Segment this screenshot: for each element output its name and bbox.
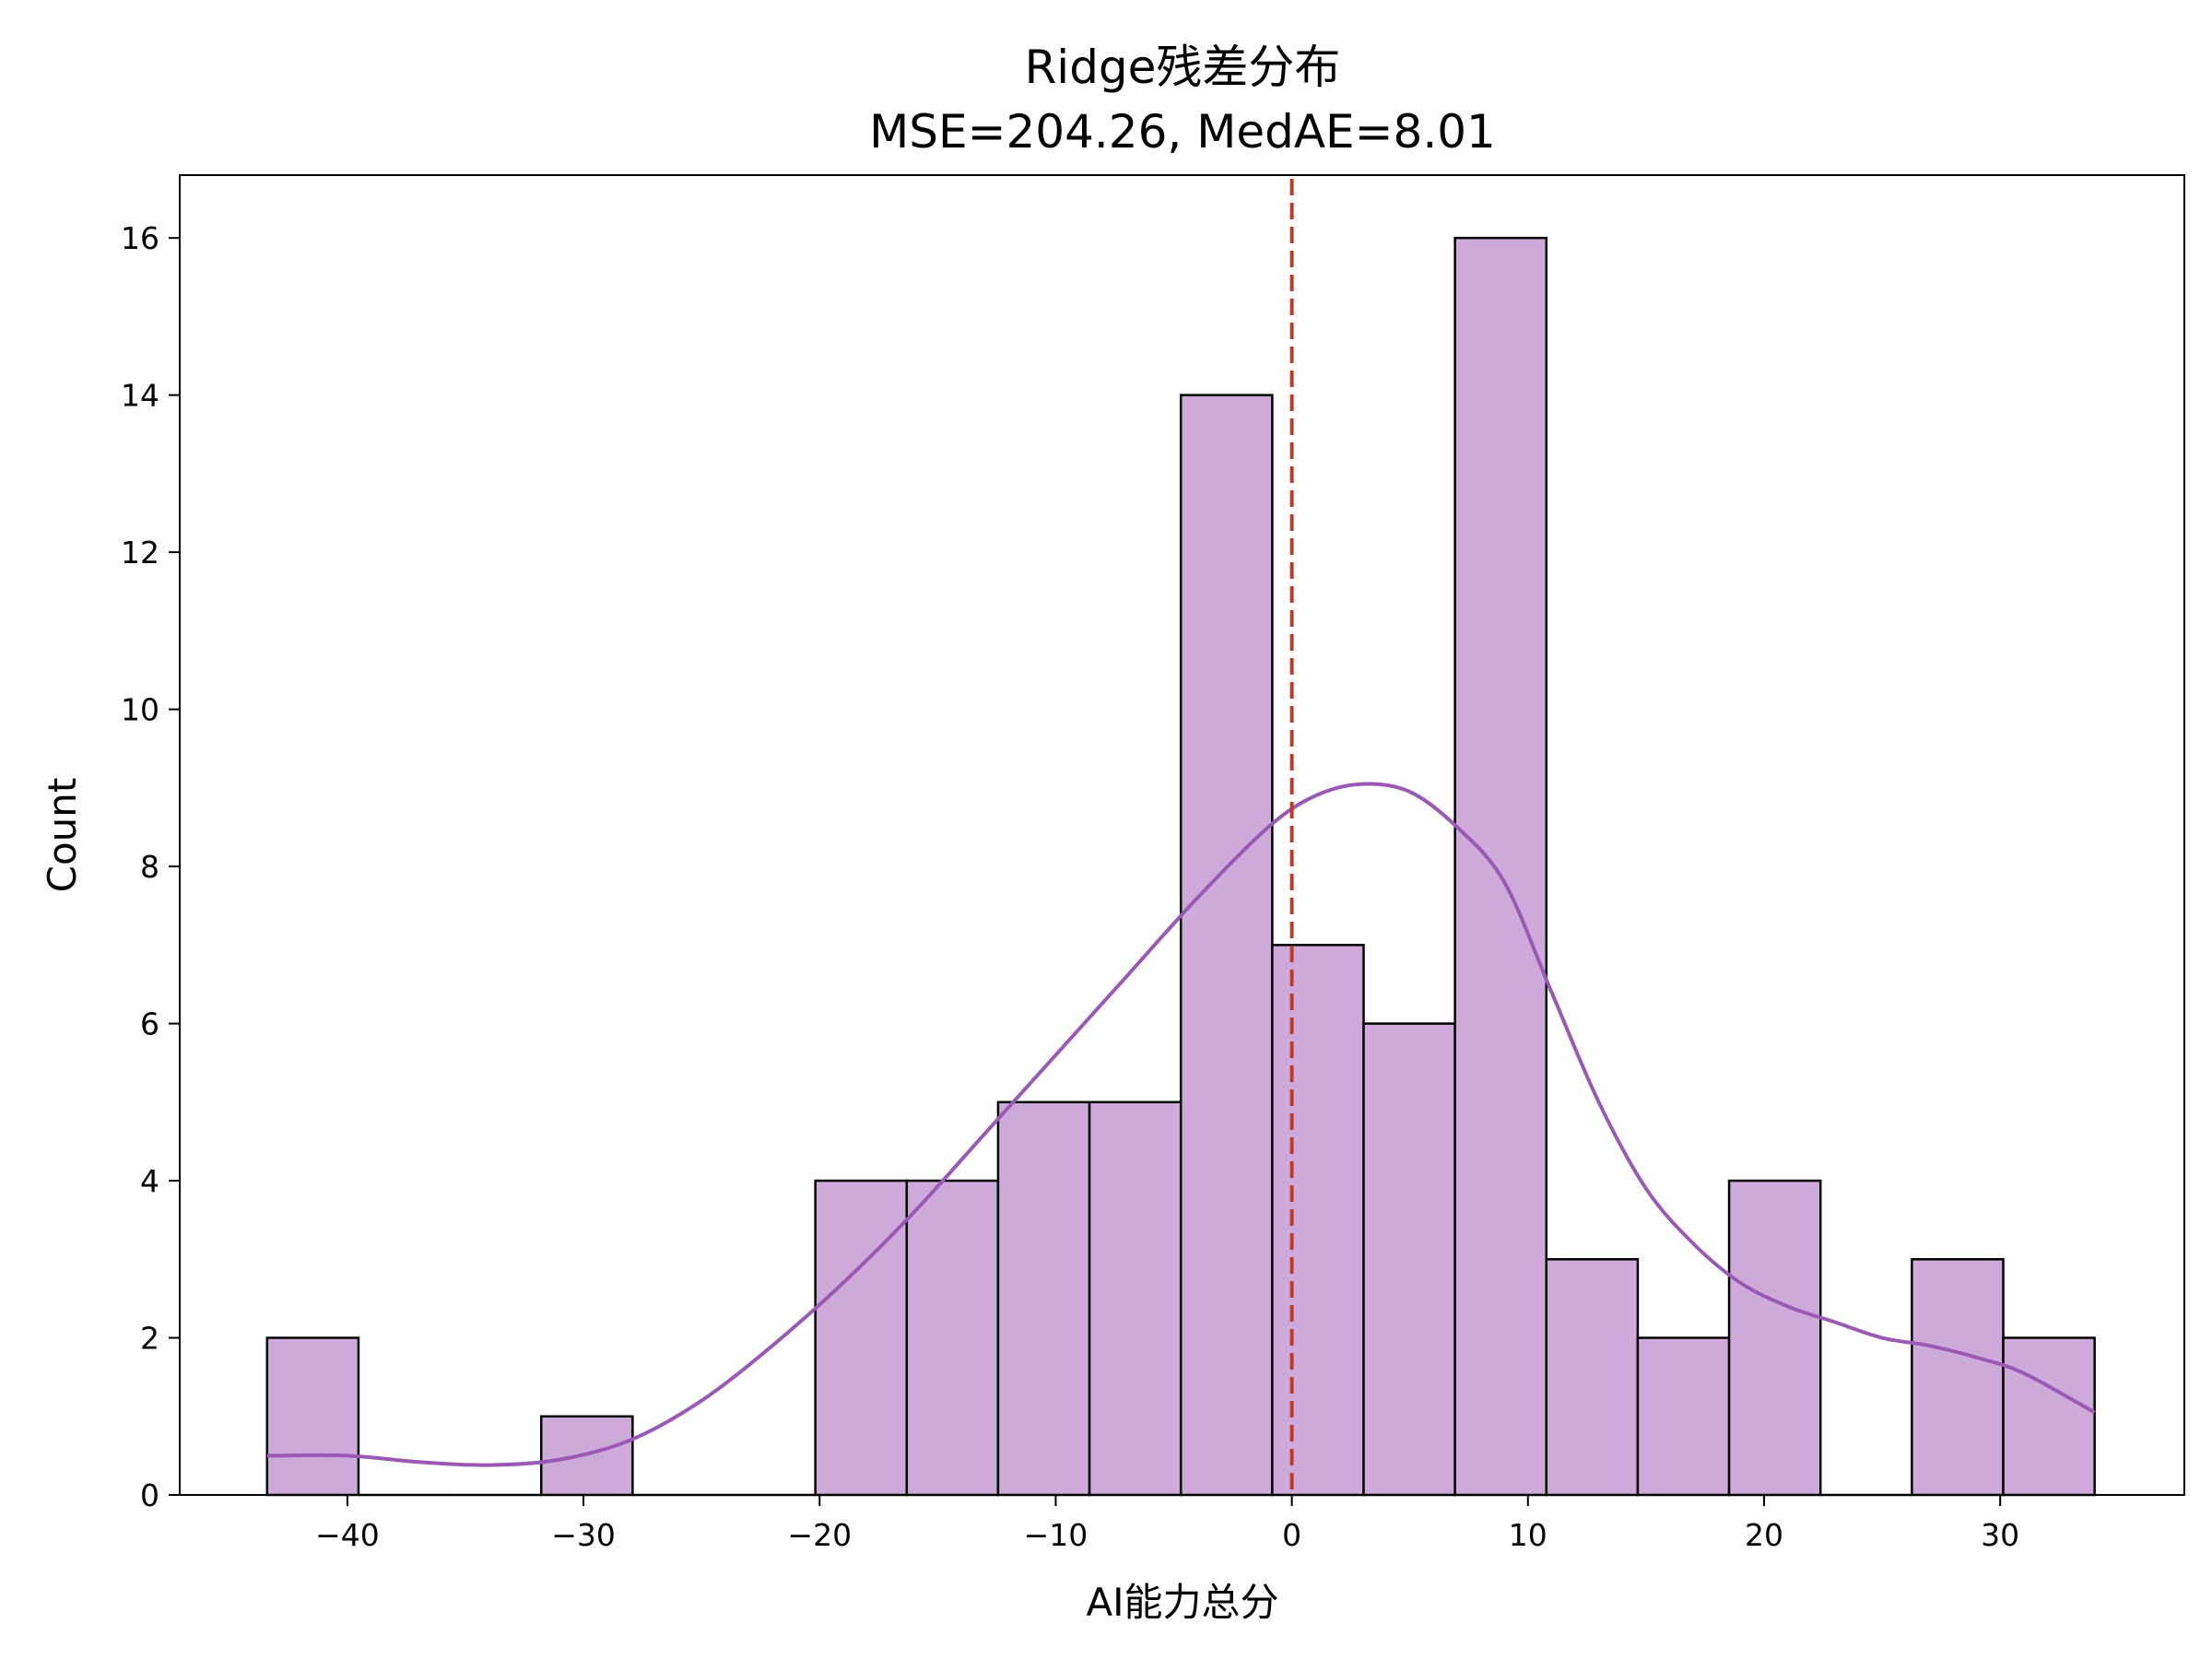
y-tick-label: 0 bbox=[140, 1477, 159, 1513]
histogram-bar bbox=[1636, 1336, 1731, 1497]
histogram-bar bbox=[1271, 944, 1365, 1497]
histogram-bar bbox=[814, 1179, 909, 1497]
histogram-bar bbox=[1545, 1258, 1640, 1497]
y-tick-label: 8 bbox=[140, 849, 159, 885]
histogram-bar bbox=[1727, 1179, 1822, 1497]
y-tick-label: 2 bbox=[140, 1321, 159, 1357]
histogram-bar bbox=[2002, 1336, 2096, 1497]
histogram-bar bbox=[1088, 1100, 1182, 1497]
histogram-bar bbox=[996, 1100, 1091, 1497]
y-tick-label: 12 bbox=[121, 535, 159, 571]
kde-curve bbox=[266, 782, 2096, 1467]
x-tick-label: −20 bbox=[787, 1517, 852, 1553]
y-axis-label: Count bbox=[40, 778, 85, 893]
histogram-bar bbox=[265, 1336, 360, 1497]
x-tick-label: 30 bbox=[1981, 1517, 2019, 1553]
histogram-bar bbox=[905, 1179, 1000, 1497]
y-tick-label: 14 bbox=[121, 378, 159, 414]
histogram-bar bbox=[1179, 394, 1274, 1497]
kde-curve-group bbox=[266, 782, 2096, 1467]
x-tick-label: 20 bbox=[1745, 1517, 1783, 1553]
y-tick-label: 16 bbox=[121, 220, 159, 256]
x-tick-label: −40 bbox=[315, 1517, 380, 1553]
y-tick-label: 6 bbox=[140, 1006, 159, 1042]
x-tick-label: −30 bbox=[551, 1517, 616, 1553]
x-tick-label: 10 bbox=[1509, 1517, 1547, 1553]
histogram-bar bbox=[1453, 236, 1548, 1497]
chart-title: Ridge残差分布 bbox=[1025, 41, 1341, 94]
y-tick-label: 4 bbox=[140, 1163, 159, 1199]
x-axis-label: AI能力总分 bbox=[1086, 1580, 1278, 1625]
histogram-bar bbox=[1362, 1022, 1456, 1497]
y-axis-ticks: 0 2 4 6 8 10 12 14 16 bbox=[121, 220, 180, 1513]
chart-subtitle: MSE=204.26, MedAE=8.01 bbox=[869, 105, 1496, 159]
x-axis-ticks: −40 −30 −20 −10 0 10 20 30 bbox=[315, 1495, 2019, 1553]
histogram-bar bbox=[1911, 1258, 2005, 1497]
x-tick-label: −10 bbox=[1024, 1517, 1088, 1553]
y-tick-label: 10 bbox=[121, 692, 159, 728]
plot-area-frame bbox=[179, 174, 2185, 1496]
histogram-bars bbox=[265, 236, 2096, 1497]
x-tick-label: 0 bbox=[1282, 1517, 1301, 1553]
